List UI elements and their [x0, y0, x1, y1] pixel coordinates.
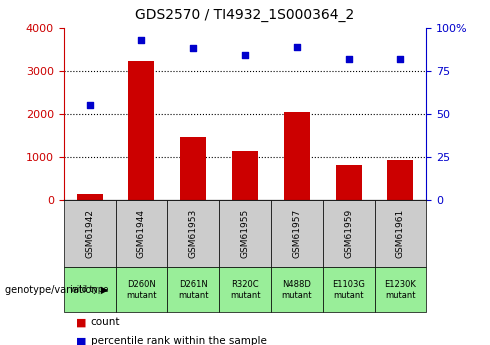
Bar [128, 61, 154, 200]
Text: E1103G
mutant: E1103G mutant [332, 280, 365, 299]
Text: D260N
mutant: D260N mutant [126, 280, 157, 299]
Text: E1230K
mutant: E1230K mutant [385, 280, 416, 299]
Text: N488D
mutant: N488D mutant [282, 280, 312, 299]
Text: R320C
mutant: R320C mutant [230, 280, 260, 299]
Text: D261N
mutant: D261N mutant [178, 280, 208, 299]
Text: genotype/variation ▶: genotype/variation ▶ [5, 285, 108, 295]
Text: GSM61942: GSM61942 [85, 209, 94, 258]
Text: count: count [91, 317, 120, 327]
Bar [388, 160, 414, 200]
Text: ■: ■ [76, 336, 86, 345]
Text: GSM61944: GSM61944 [137, 209, 146, 258]
Text: GSM61959: GSM61959 [344, 209, 353, 258]
Title: GDS2570 / TI4932_1S000364_2: GDS2570 / TI4932_1S000364_2 [135, 8, 355, 22]
Point [189, 46, 197, 51]
Text: GSM61953: GSM61953 [189, 209, 197, 258]
Bar [284, 112, 310, 200]
Point [344, 56, 352, 61]
Point [241, 52, 249, 58]
Bar [180, 137, 206, 200]
Text: GSM61961: GSM61961 [396, 209, 405, 258]
Bar [76, 195, 102, 200]
Text: percentile rank within the sample: percentile rank within the sample [91, 336, 267, 345]
Text: ■: ■ [76, 317, 86, 327]
Bar [336, 165, 362, 200]
Text: GSM61955: GSM61955 [241, 209, 249, 258]
Bar [232, 150, 258, 200]
Text: GSM61957: GSM61957 [293, 209, 301, 258]
Point [86, 102, 94, 108]
Point [138, 37, 146, 42]
Point [293, 44, 301, 49]
Text: wild type: wild type [71, 285, 109, 294]
Point [396, 56, 404, 61]
